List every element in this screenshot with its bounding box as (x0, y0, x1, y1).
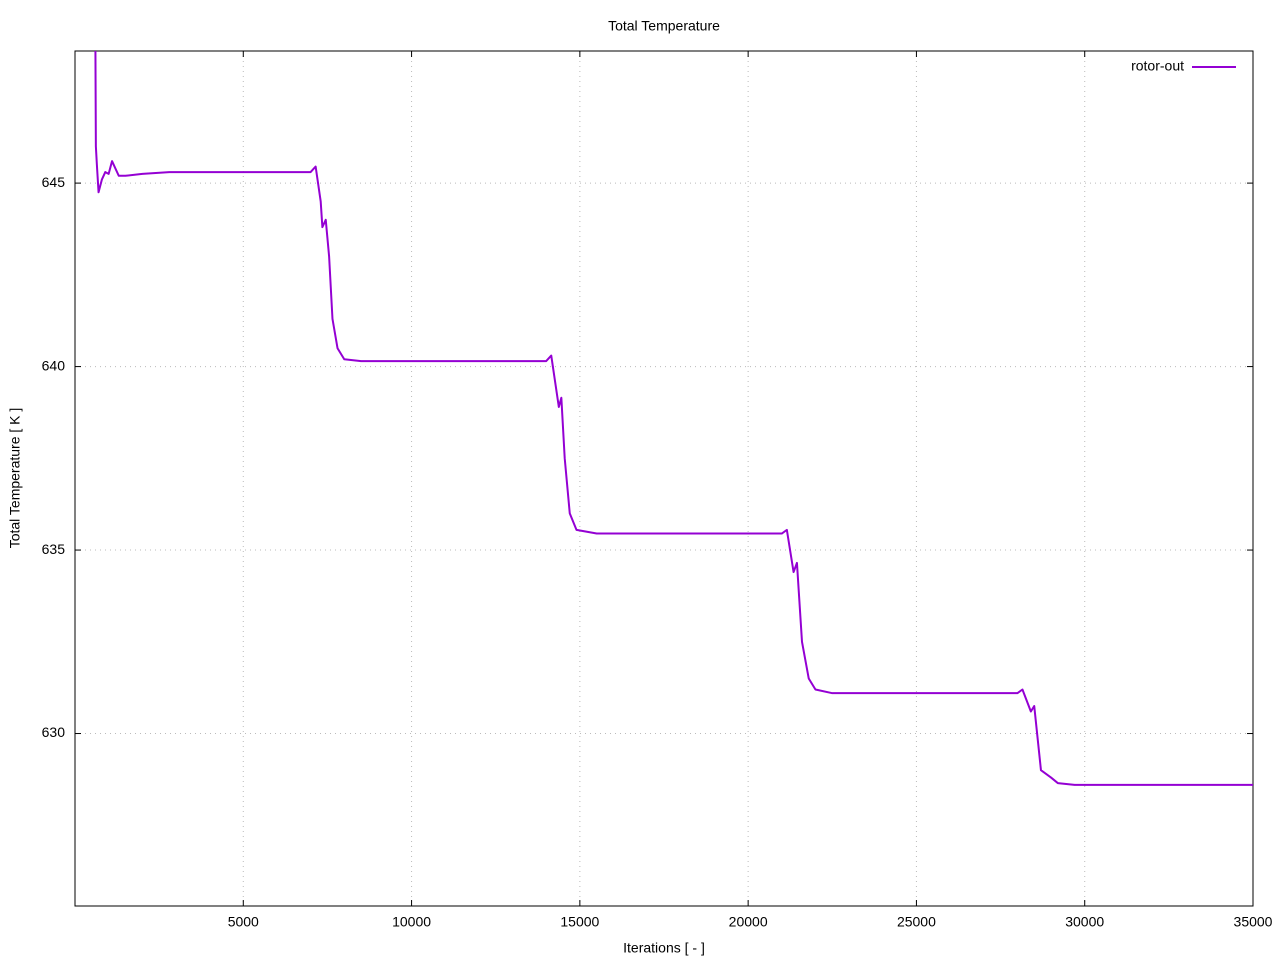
legend-label: rotor-out (1131, 58, 1184, 74)
x-axis-label: Iterations [ - ] (623, 940, 705, 956)
x-tick-label: 30000 (1065, 914, 1104, 930)
x-tick-label: 20000 (729, 914, 768, 930)
y-tick-label: 645 (42, 174, 66, 190)
x-tick-label: 10000 (392, 914, 431, 930)
x-tick-label: 25000 (897, 914, 936, 930)
y-tick-label: 635 (42, 541, 66, 557)
y-tick-label: 630 (42, 724, 66, 740)
plot-frame (74, 50, 1254, 907)
y-axis-label: Total Temperature [ K ] (7, 408, 23, 549)
y-tick-label: 640 (42, 357, 66, 373)
data-line (94, 51, 1253, 786)
x-tick-label: 15000 (560, 914, 599, 930)
x-tick-label: 5000 (228, 914, 259, 930)
x-tick-label: 35000 (1234, 914, 1273, 930)
chart-title: Total Temperature (608, 18, 720, 34)
